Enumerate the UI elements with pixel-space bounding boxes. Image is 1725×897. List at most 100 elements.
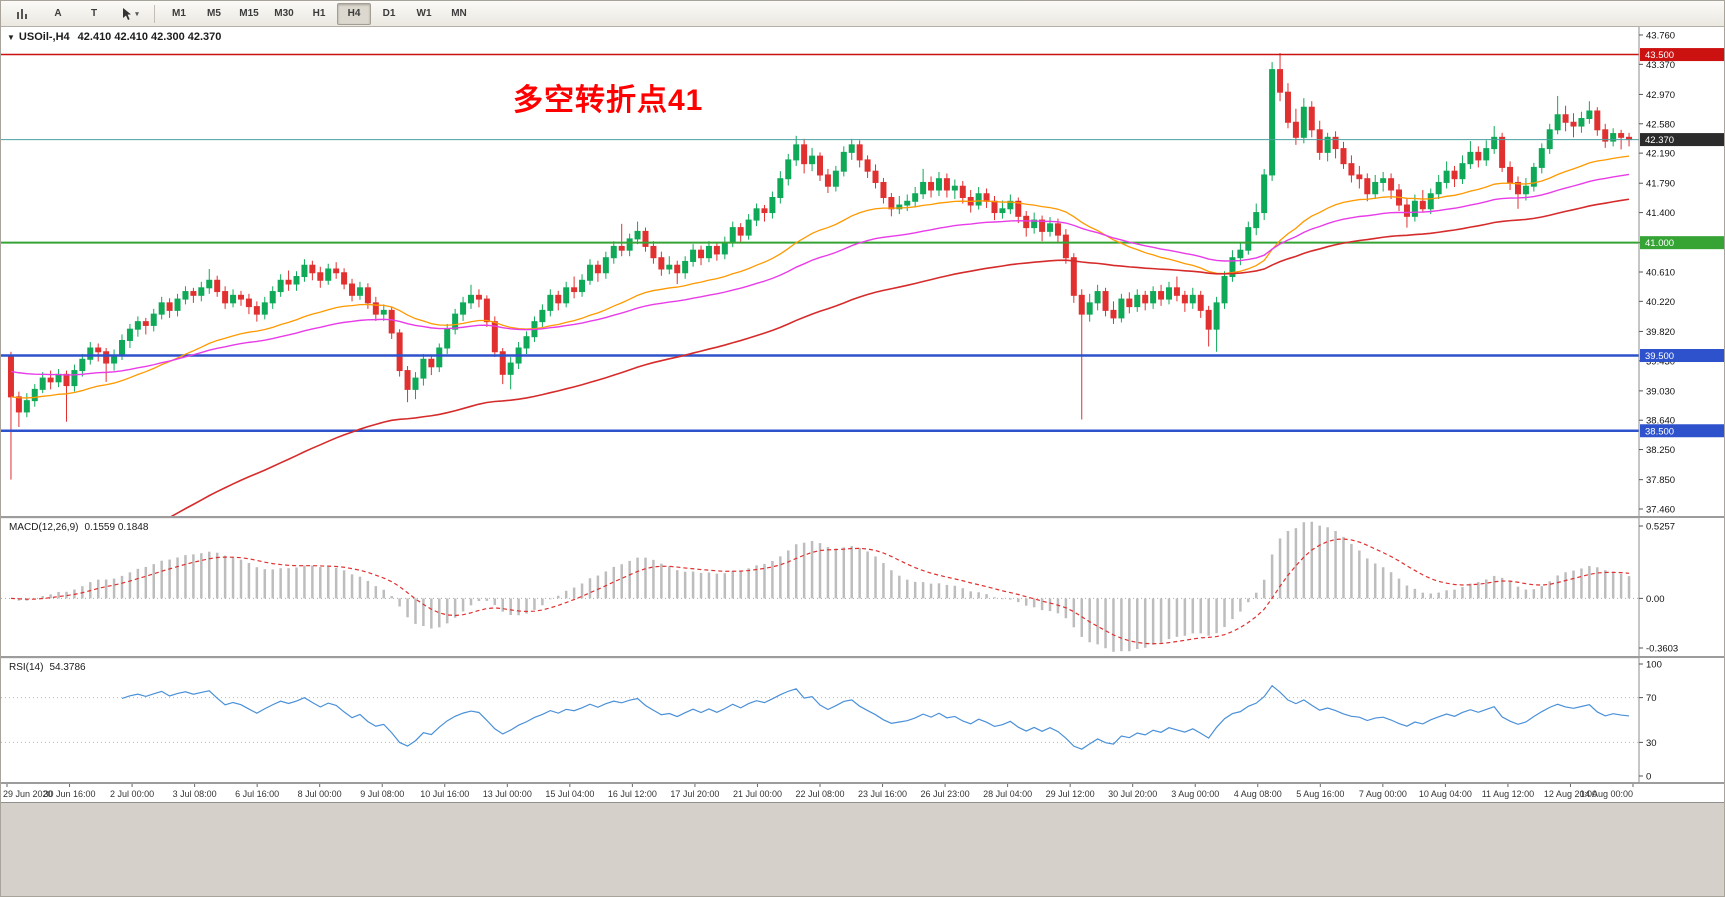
svg-text:70: 70 <box>1646 693 1657 704</box>
timeframe-M5-button[interactable]: M5 <box>207 8 221 19</box>
timeframe-D1-button[interactable]: D1 <box>382 8 396 19</box>
svg-text:43.500: 43.500 <box>1645 50 1674 61</box>
macd-histogram <box>17 521 1631 652</box>
svg-text:42.580: 42.580 <box>1646 119 1675 130</box>
macd-header: MACD(12,26,9) 0.1559 0.1848 <box>9 522 148 533</box>
svg-text:3 Jul 08:00: 3 Jul 08:00 <box>173 789 217 799</box>
svg-text:13 Jul 00:00: 13 Jul 00:00 <box>483 789 532 799</box>
timeframe-H4-button[interactable]: H4 <box>337 2 371 25</box>
ma-fast-orange <box>10 155 1630 399</box>
rsi-value: 54.3786 <box>49 662 86 673</box>
timeframe-M1-button[interactable]: M1 <box>172 8 186 19</box>
bar-chart-icon[interactable] <box>5 3 39 25</box>
svg-text:7 Aug 00:00: 7 Aug 00:00 <box>1359 789 1407 799</box>
text-label: T <box>90 8 98 19</box>
chart-symbol-header: ▼ USOil-,H4 42.410 42.410 42.300 42.370 <box>7 31 221 43</box>
price-tag: 39.500 <box>1640 349 1724 363</box>
rsi-label: RSI(14) <box>9 662 44 673</box>
rsi-header: RSI(14) 54.3786 <box>9 662 86 673</box>
pane-separator[interactable] <box>1 656 1724 659</box>
svg-text:41.000: 41.000 <box>1645 238 1674 249</box>
svg-text:43.760: 43.760 <box>1646 31 1675 42</box>
timeframe-MN-button[interactable]: MN <box>451 8 467 19</box>
svg-text:38.250: 38.250 <box>1646 445 1675 456</box>
svg-text:42.370: 42.370 <box>1645 135 1674 146</box>
svg-text:30: 30 <box>1646 738 1657 749</box>
svg-text:8 Jul 00:00: 8 Jul 00:00 <box>298 789 342 799</box>
window-footer <box>1 802 1724 896</box>
svg-text:40.610: 40.610 <box>1646 268 1675 279</box>
candles <box>7 53 1633 480</box>
annotation-a-tool-button[interactable]: A <box>41 3 75 25</box>
svg-text:3 Aug 00:00: 3 Aug 00:00 <box>1171 789 1219 799</box>
svg-text:43.370: 43.370 <box>1646 60 1675 71</box>
ma-mid-magenta <box>10 173 1630 376</box>
price-tag: 38.500 <box>1640 424 1724 438</box>
timeframe-group: M1 M5 M15 M30 H1 H4 D1 W1 MN <box>162 2 476 25</box>
svg-text:38.500: 38.500 <box>1645 426 1674 437</box>
timeframe-H1-button[interactable]: H1 <box>312 8 326 19</box>
bar-chart-icon-glyph <box>17 8 27 19</box>
svg-text:39.500: 39.500 <box>1645 351 1674 362</box>
macd-signal-line <box>10 538 1630 645</box>
svg-text:12 Aug 20:00: 12 Aug 20:00 <box>1544 789 1597 799</box>
svg-text:10 Aug 04:00: 10 Aug 04:00 <box>1419 789 1472 799</box>
svg-text:15 Jul 04:00: 15 Jul 04:00 <box>545 789 594 799</box>
svg-text:26 Jul 23:00: 26 Jul 23:00 <box>921 789 970 799</box>
svg-text:11 Aug 12:00: 11 Aug 12:00 <box>1482 789 1534 799</box>
svg-text:0: 0 <box>1646 772 1651 783</box>
text-label-tool-button[interactable]: T <box>77 3 111 25</box>
svg-text:39.820: 39.820 <box>1646 327 1675 338</box>
chevron-down-icon: ▾ <box>135 10 139 18</box>
svg-text:42.970: 42.970 <box>1646 90 1675 101</box>
svg-text:23 Jul 16:00: 23 Jul 16:00 <box>858 789 907 799</box>
price-tag: 41.000 <box>1640 236 1724 250</box>
svg-text:41.400: 41.400 <box>1646 208 1675 219</box>
ma-slow-red <box>170 198 1630 516</box>
svg-text:2 Jul 00:00: 2 Jul 00:00 <box>110 789 154 799</box>
svg-text:4 Aug 08:00: 4 Aug 08:00 <box>1234 789 1282 799</box>
svg-text:-0.3603: -0.3603 <box>1646 644 1678 655</box>
svg-text:39.030: 39.030 <box>1646 386 1675 397</box>
chart-window[interactable]: 43.760 43.370 42.970 42.580 42.190 41.790 41.4… <box>1 27 1725 896</box>
annotation-a-label: A <box>54 8 62 19</box>
collapse-arrow-icon[interactable]: ▼ <box>7 33 15 42</box>
svg-text:30 Jul 20:00: 30 Jul 20:00 <box>1108 789 1157 799</box>
price-chart-pane[interactable]: 43.760 43.370 42.970 42.580 42.190 41.790 41.4… <box>1 27 1725 516</box>
svg-text:14 Aug 00:00: 14 Aug 00:00 <box>1580 789 1633 799</box>
price-tag: 43.500 <box>1640 48 1724 62</box>
timeframe-W1-button[interactable]: W1 <box>416 8 432 19</box>
svg-text:37.460: 37.460 <box>1646 505 1675 516</box>
svg-text:21 Jul 00:00: 21 Jul 00:00 <box>733 789 782 799</box>
svg-text:0.5257: 0.5257 <box>1646 522 1675 533</box>
price-tag: 42.370 <box>1640 133 1724 147</box>
timeframe-M15-button[interactable]: M15 <box>239 8 259 19</box>
macd-values: 0.1559 0.1848 <box>84 522 149 533</box>
svg-text:40.220: 40.220 <box>1646 297 1675 308</box>
rsi-indicator-pane[interactable]: 100 70 30 0 <box>1 658 1725 782</box>
svg-text:5 Aug 16:00: 5 Aug 16:00 <box>1296 789 1344 799</box>
svg-text:29 Jun 2020: 29 Jun 2020 <box>3 789 53 799</box>
svg-text:42.190: 42.190 <box>1646 149 1675 160</box>
svg-text:41.790: 41.790 <box>1646 179 1675 190</box>
toolbar: A T ▾ M1 M5 M15 M30 H1 H4 D1 W1 MN <box>1 1 1724 27</box>
pane-separator[interactable] <box>1 516 1724 519</box>
svg-text:37.850: 37.850 <box>1646 475 1675 486</box>
cursor-tool-button[interactable]: ▾ <box>113 3 147 25</box>
svg-text:28 Jul 04:00: 28 Jul 04:00 <box>983 789 1032 799</box>
svg-text:0.00: 0.00 <box>1646 594 1665 605</box>
svg-text:38.640: 38.640 <box>1646 416 1675 427</box>
svg-text:16 Jul 12:00: 16 Jul 12:00 <box>608 789 657 799</box>
svg-text:22 Jul 08:00: 22 Jul 08:00 <box>795 789 844 799</box>
macd-indicator-pane[interactable]: 0.5257 0.00 -0.3603 <box>1 518 1725 656</box>
svg-text:10 Jul 16:00: 10 Jul 16:00 <box>420 789 469 799</box>
svg-text:30 Jun 16:00: 30 Jun 16:00 <box>44 789 96 799</box>
svg-text:9 Jul 08:00: 9 Jul 08:00 <box>360 789 404 799</box>
timeframe-M30-button[interactable]: M30 <box>274 8 294 19</box>
svg-text:17 Jul 20:00: 17 Jul 20:00 <box>670 789 719 799</box>
chart-annotation-text[interactable]: 多空转折点41 <box>513 84 704 117</box>
toolbar-separator <box>154 4 155 23</box>
rsi-line <box>121 684 1630 750</box>
